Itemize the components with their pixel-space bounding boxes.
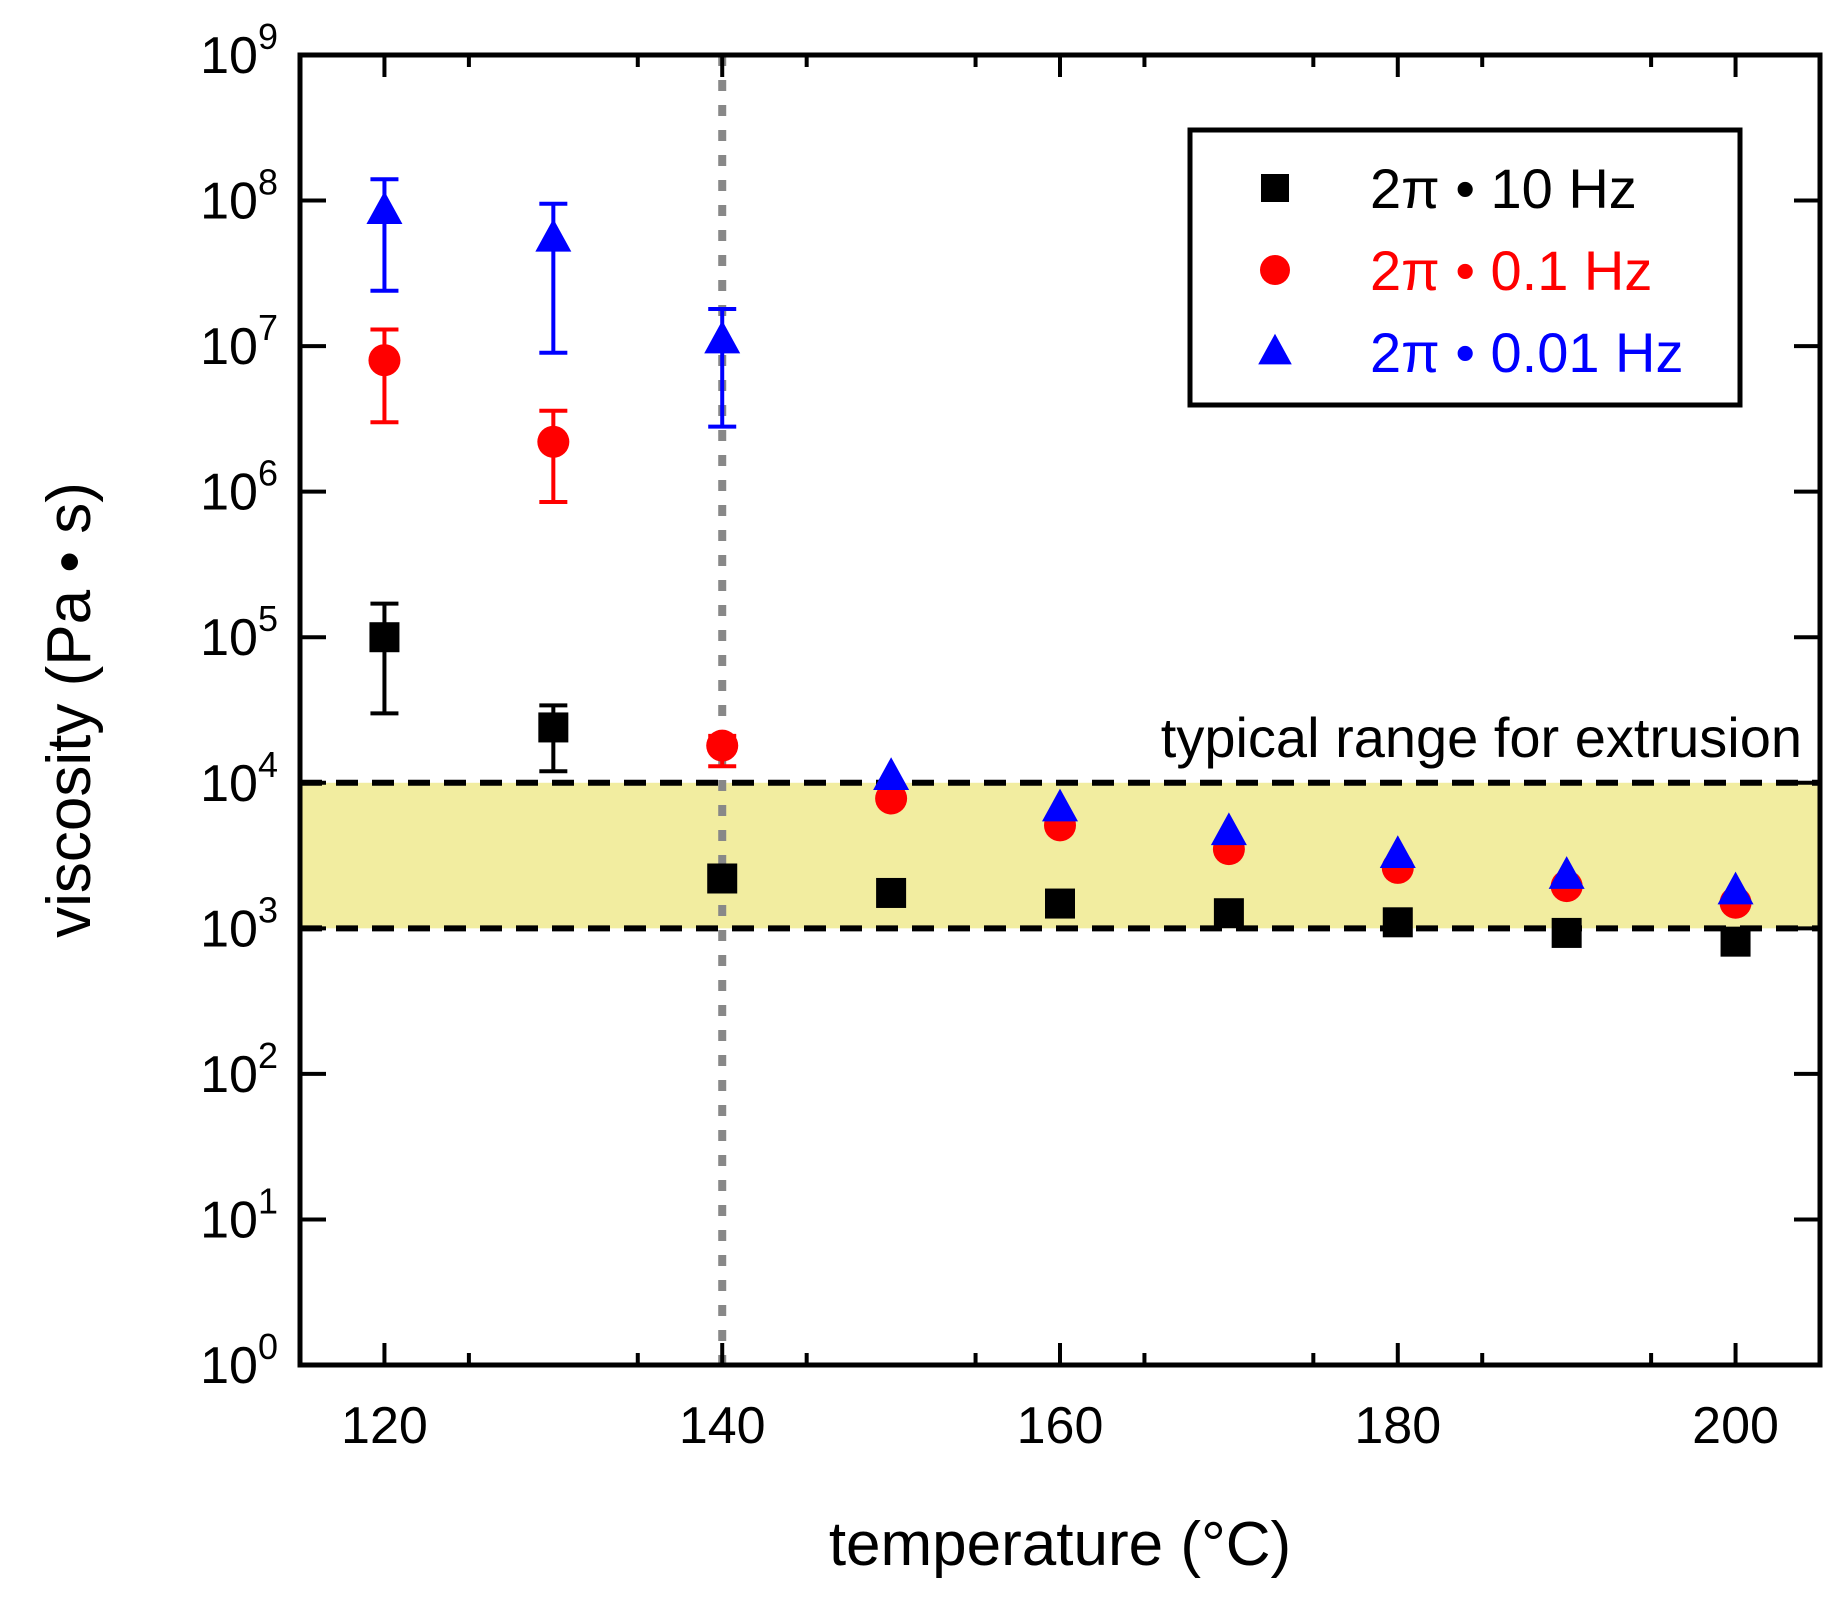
data-point-triangle bbox=[1548, 856, 1585, 889]
data-point-triangle bbox=[1210, 812, 1247, 846]
x-tick-label: 180 bbox=[1354, 1397, 1441, 1455]
y-tick-label: 107 bbox=[200, 307, 278, 376]
y-tick-label: 105 bbox=[200, 598, 278, 667]
legend-marker-square bbox=[1261, 174, 1289, 202]
legend-marker-circle bbox=[1260, 255, 1290, 285]
data-point-triangle bbox=[873, 757, 910, 790]
y-tick-base: 10 bbox=[200, 27, 258, 85]
y-tick-base: 10 bbox=[200, 1337, 258, 1395]
y-tick-exponent: 6 bbox=[258, 453, 278, 494]
data-point-square bbox=[876, 877, 907, 908]
y-tick-exponent: 3 bbox=[258, 889, 278, 930]
legend-marker-triangle bbox=[1258, 333, 1292, 365]
series-triangle bbox=[366, 177, 1754, 905]
y-tick-base: 10 bbox=[200, 755, 258, 813]
x-tick-label: 120 bbox=[341, 1397, 428, 1455]
data-point-triangle bbox=[704, 320, 741, 354]
data-point-triangle bbox=[1379, 835, 1416, 869]
legend-label-triangle: 2π • 0.01 Hz bbox=[1370, 321, 1684, 384]
legend: 2π • 10 Hz 2π • 0.1 Hz 2π • 0.01 Hz bbox=[1187, 127, 1743, 408]
data-point-square bbox=[707, 863, 738, 894]
y-tick-label: 104 bbox=[200, 744, 278, 813]
y-tick-label: 106 bbox=[200, 453, 278, 522]
y-tick-label: 102 bbox=[200, 1035, 278, 1104]
data-point-triangle bbox=[535, 218, 572, 252]
y-tick-base: 10 bbox=[200, 900, 258, 958]
legend-label-square: 2π • 10 Hz bbox=[1370, 157, 1637, 220]
y-tick-exponent: 1 bbox=[258, 1180, 278, 1221]
y-axis-title: viscosity (Pa • s) bbox=[35, 482, 104, 938]
y-tick-base: 10 bbox=[200, 1191, 258, 1249]
data-point-square bbox=[538, 712, 569, 743]
data-point-square bbox=[1045, 888, 1075, 919]
data-point-square bbox=[1382, 907, 1413, 938]
extrusion-range-label: typical range for extrusion bbox=[1161, 706, 1802, 769]
x-axis-title: temperature (°C) bbox=[829, 1510, 1291, 1579]
y-tick-base: 10 bbox=[200, 464, 258, 522]
data-point-triangle bbox=[1042, 788, 1078, 822]
data-point-square bbox=[1551, 917, 1582, 948]
data-point-square bbox=[1213, 898, 1244, 929]
y-tick-label: 101 bbox=[200, 1180, 278, 1249]
y-tick-exponent: 9 bbox=[258, 16, 278, 57]
y-tick-label: 103 bbox=[200, 889, 278, 958]
x-tick-label: 200 bbox=[1692, 1397, 1779, 1455]
y-tick-base: 10 bbox=[200, 1046, 258, 1104]
data-series bbox=[366, 177, 1754, 957]
y-tick-exponent: 4 bbox=[258, 744, 278, 785]
y-tick-exponent: 7 bbox=[258, 307, 278, 348]
y-tick-label: 108 bbox=[200, 162, 278, 231]
x-tick-label: 140 bbox=[679, 1397, 766, 1455]
x-tick-label: 160 bbox=[1017, 1397, 1104, 1455]
y-tick-exponent: 0 bbox=[258, 1326, 278, 1367]
data-point-triangle bbox=[1717, 871, 1754, 905]
y-tick-base: 10 bbox=[200, 173, 258, 231]
data-point-square bbox=[369, 622, 400, 653]
y-tick-label: 109 bbox=[200, 16, 278, 85]
series-square bbox=[369, 601, 1751, 957]
y-tick-base: 10 bbox=[200, 318, 258, 376]
data-point-circle bbox=[368, 344, 401, 377]
axis-ticks: 120 140 160 180 2001001011021031041051061071… bbox=[200, 16, 1822, 1455]
y-tick-exponent: 5 bbox=[258, 598, 278, 639]
data-point-square bbox=[1720, 926, 1751, 957]
data-point-circle bbox=[706, 729, 739, 762]
data-point-circle bbox=[537, 425, 570, 458]
legend-label-circle: 2π • 0.1 Hz bbox=[1370, 239, 1652, 302]
y-tick-exponent: 2 bbox=[258, 1035, 278, 1076]
y-tick-base: 10 bbox=[200, 609, 258, 667]
data-point-triangle bbox=[366, 191, 403, 225]
data-point-circle bbox=[875, 782, 908, 815]
y-tick-exponent: 8 bbox=[258, 162, 278, 203]
y-tick-label: 100 bbox=[200, 1326, 278, 1395]
